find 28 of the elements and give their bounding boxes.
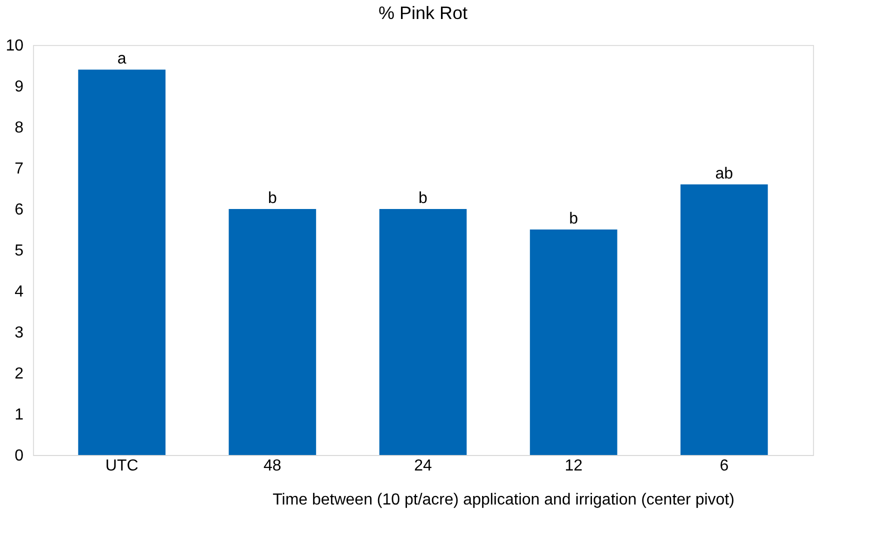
bar xyxy=(680,184,768,455)
annotation: ab xyxy=(715,165,734,182)
y-tick-label: 10 xyxy=(6,38,24,54)
y-tick-label: 0 xyxy=(14,448,24,464)
x-tick-label: 24 xyxy=(414,458,432,474)
y-tick-label: 5 xyxy=(14,242,24,260)
x-axis-title: Time between (10 pt/acre) application and irrigation (center pivot) xyxy=(272,492,734,508)
annotation: a xyxy=(117,50,126,68)
bar xyxy=(379,209,467,455)
y-tick-label: 7 xyxy=(14,160,24,178)
y-tick-label: 6 xyxy=(14,202,24,218)
annotation: b xyxy=(569,210,578,228)
chart-title: % Pink Rot xyxy=(378,3,468,23)
y-tick-label: 2 xyxy=(14,366,24,382)
y-tick-label: 3 xyxy=(14,324,24,342)
bar xyxy=(78,70,166,455)
x-tick-label: 6 xyxy=(720,458,729,474)
x-tick-label: 12 xyxy=(564,458,583,474)
y-tick-label: 9 xyxy=(14,78,24,96)
x-tick-label: 48 xyxy=(264,458,282,474)
y-tick-label: 1 xyxy=(14,406,24,424)
annotation: b xyxy=(418,190,428,207)
annotation: b xyxy=(268,190,277,207)
bar xyxy=(530,230,618,455)
y-tick-label: 4 xyxy=(14,284,24,300)
y-tick-label: 8 xyxy=(14,120,24,136)
bar xyxy=(228,209,316,455)
x-tick-label: UTC xyxy=(105,458,138,474)
